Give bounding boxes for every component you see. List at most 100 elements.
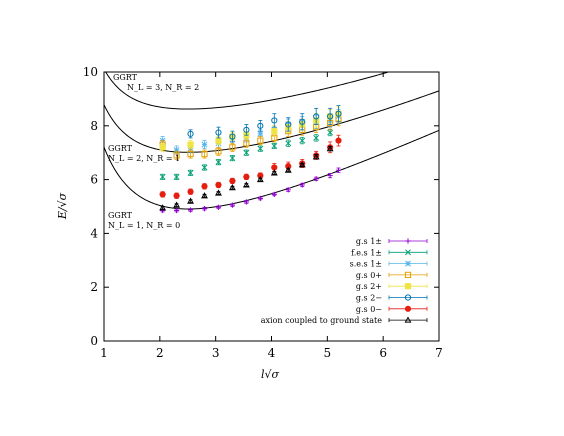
data-point [173, 173, 180, 181]
legend-label: s.e.s 1± [350, 260, 382, 269]
data-point [229, 142, 236, 152]
x-tick-label: 1 [100, 346, 108, 360]
data-point [173, 150, 180, 160]
marker [215, 159, 222, 166]
marker [271, 128, 278, 135]
data-point [215, 204, 222, 210]
data-points [159, 105, 342, 214]
marker [285, 140, 292, 147]
data-point [187, 197, 194, 204]
legend-entry: axion coupled to ground state [261, 316, 428, 325]
series-g-s-1- [160, 167, 342, 214]
y-tick-label: 4 [90, 226, 98, 240]
marker [243, 140, 250, 147]
data-point [215, 181, 222, 189]
curve-label-bottom: N_L = 3, N_R = 2 [127, 83, 199, 92]
data-point [159, 173, 166, 181]
data-point [229, 154, 236, 162]
marker [201, 164, 208, 171]
data-point [284, 166, 292, 173]
marker [215, 181, 222, 189]
data-point [201, 149, 208, 159]
data-point [229, 177, 236, 185]
curve-label-bottom: N_L = 2, N_R = 1 [108, 154, 180, 163]
x-tick-label: 7 [435, 346, 443, 360]
legend-label: f.e.s 1± [351, 248, 382, 257]
x-tick-label: 4 [268, 346, 276, 360]
marker [229, 155, 236, 162]
legend-label: g.s 2− [356, 294, 382, 303]
data-point [335, 105, 342, 123]
data-point [335, 134, 342, 147]
data-point [299, 182, 305, 188]
marker [299, 137, 306, 144]
y-tick-label: 6 [90, 173, 98, 187]
data-point [187, 140, 194, 150]
marker [326, 145, 334, 152]
marker [285, 121, 292, 128]
marker [404, 316, 412, 323]
data-point [285, 117, 292, 132]
marker [299, 118, 306, 125]
data-point [243, 149, 250, 156]
marker [242, 181, 250, 188]
x-axis-label: l√σ [261, 368, 280, 381]
data-point [299, 113, 306, 131]
data-point [215, 159, 222, 166]
marker [404, 283, 412, 290]
marker [327, 129, 334, 136]
marker [159, 191, 166, 198]
marker [243, 126, 250, 133]
data-point [228, 184, 236, 191]
data-point [215, 146, 222, 156]
y-axis-label: E/√σ [56, 192, 69, 220]
data-point [201, 206, 208, 212]
marker [159, 204, 167, 211]
data-point [173, 201, 181, 208]
marker [201, 141, 208, 148]
marker [405, 249, 411, 256]
data-point [243, 199, 249, 205]
marker [229, 177, 236, 185]
marker [404, 305, 412, 312]
data-point [201, 183, 208, 190]
marker [271, 143, 278, 149]
y-tick-label: 2 [90, 280, 98, 294]
data-point [257, 145, 264, 152]
marker [215, 189, 222, 196]
data-point [335, 167, 342, 173]
legend-entry: g.s 1± [356, 237, 428, 246]
data-point [299, 136, 306, 145]
data-point [242, 181, 250, 188]
marker [404, 294, 412, 301]
data-point [285, 139, 292, 147]
marker [187, 130, 194, 137]
marker [257, 137, 264, 144]
marker [284, 166, 292, 173]
data-point [326, 145, 334, 152]
plot-frame [103, 71, 440, 342]
marker [313, 134, 320, 141]
legend-entry: g.s 2+ [356, 282, 428, 291]
marker [173, 152, 180, 159]
data-point [159, 142, 166, 152]
data-point [229, 202, 236, 208]
marker [243, 173, 250, 181]
marker [215, 137, 222, 144]
data-point [312, 153, 320, 160]
x-tick-label: 5 [324, 346, 332, 360]
legend-label: g.s 0− [356, 305, 382, 314]
marker [256, 175, 264, 183]
data-point [313, 134, 320, 142]
data-point [313, 176, 319, 182]
marker [271, 117, 278, 124]
series-axion-coupled-to-ground-state [159, 145, 334, 211]
legend-label: g.s 1± [356, 237, 382, 246]
marker [159, 144, 166, 151]
y-tick-label: 10 [83, 65, 98, 79]
data-point [271, 113, 278, 128]
data-point [271, 191, 277, 197]
legend: g.s 1± f.e.s 1± s.e.s 1± g.s 0+ g.s 2+ g.s 2−… [261, 237, 428, 325]
legend-entry: g.s 0− [356, 305, 428, 314]
